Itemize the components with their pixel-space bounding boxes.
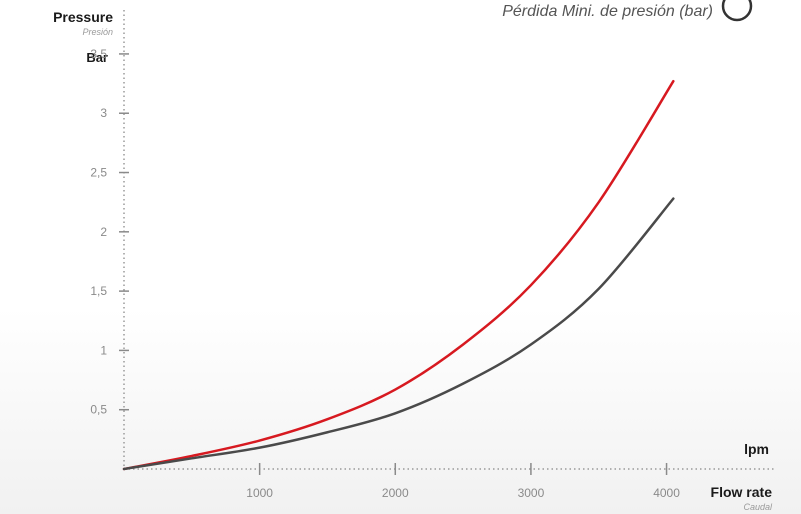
x-tick-label: 4000 <box>653 486 680 500</box>
x-axis-title: Flow rate <box>711 484 773 500</box>
y-tick-label: 2,5 <box>90 166 107 180</box>
y-tick-label: 0,5 <box>90 403 107 417</box>
series-group <box>122 79 675 471</box>
x-axis-subtitle: Caudal <box>743 502 773 512</box>
y-tick-label: 3 <box>100 106 107 120</box>
y-tick-label: 2 <box>100 225 107 239</box>
x-tick-label: 2000 <box>382 486 409 500</box>
y-axis-subtitle: Presión <box>82 27 113 37</box>
y-tick-label: 3,5 <box>90 47 107 61</box>
circle-icon <box>721 0 753 22</box>
y-axis-title: Pressure <box>53 9 113 25</box>
y-tick-label: 1 <box>100 343 107 357</box>
y-axis-unit: Bar <box>86 50 108 65</box>
y-tick-label: 1,5 <box>90 284 107 298</box>
series-line-dark <box>122 197 675 471</box>
chart-subtitle: Pérdida Mini. de presión (bar) <box>502 3 713 20</box>
series-line-red <box>122 79 675 471</box>
x-tick-label: 3000 <box>518 486 545 500</box>
x-tick-label: 1000 <box>246 486 273 500</box>
x-axis-unit: lpm <box>744 441 769 457</box>
tick-group: 0,5 1 1,5 2 2,5 3 3,5 1000 2000 3000 4000 <box>90 47 680 500</box>
